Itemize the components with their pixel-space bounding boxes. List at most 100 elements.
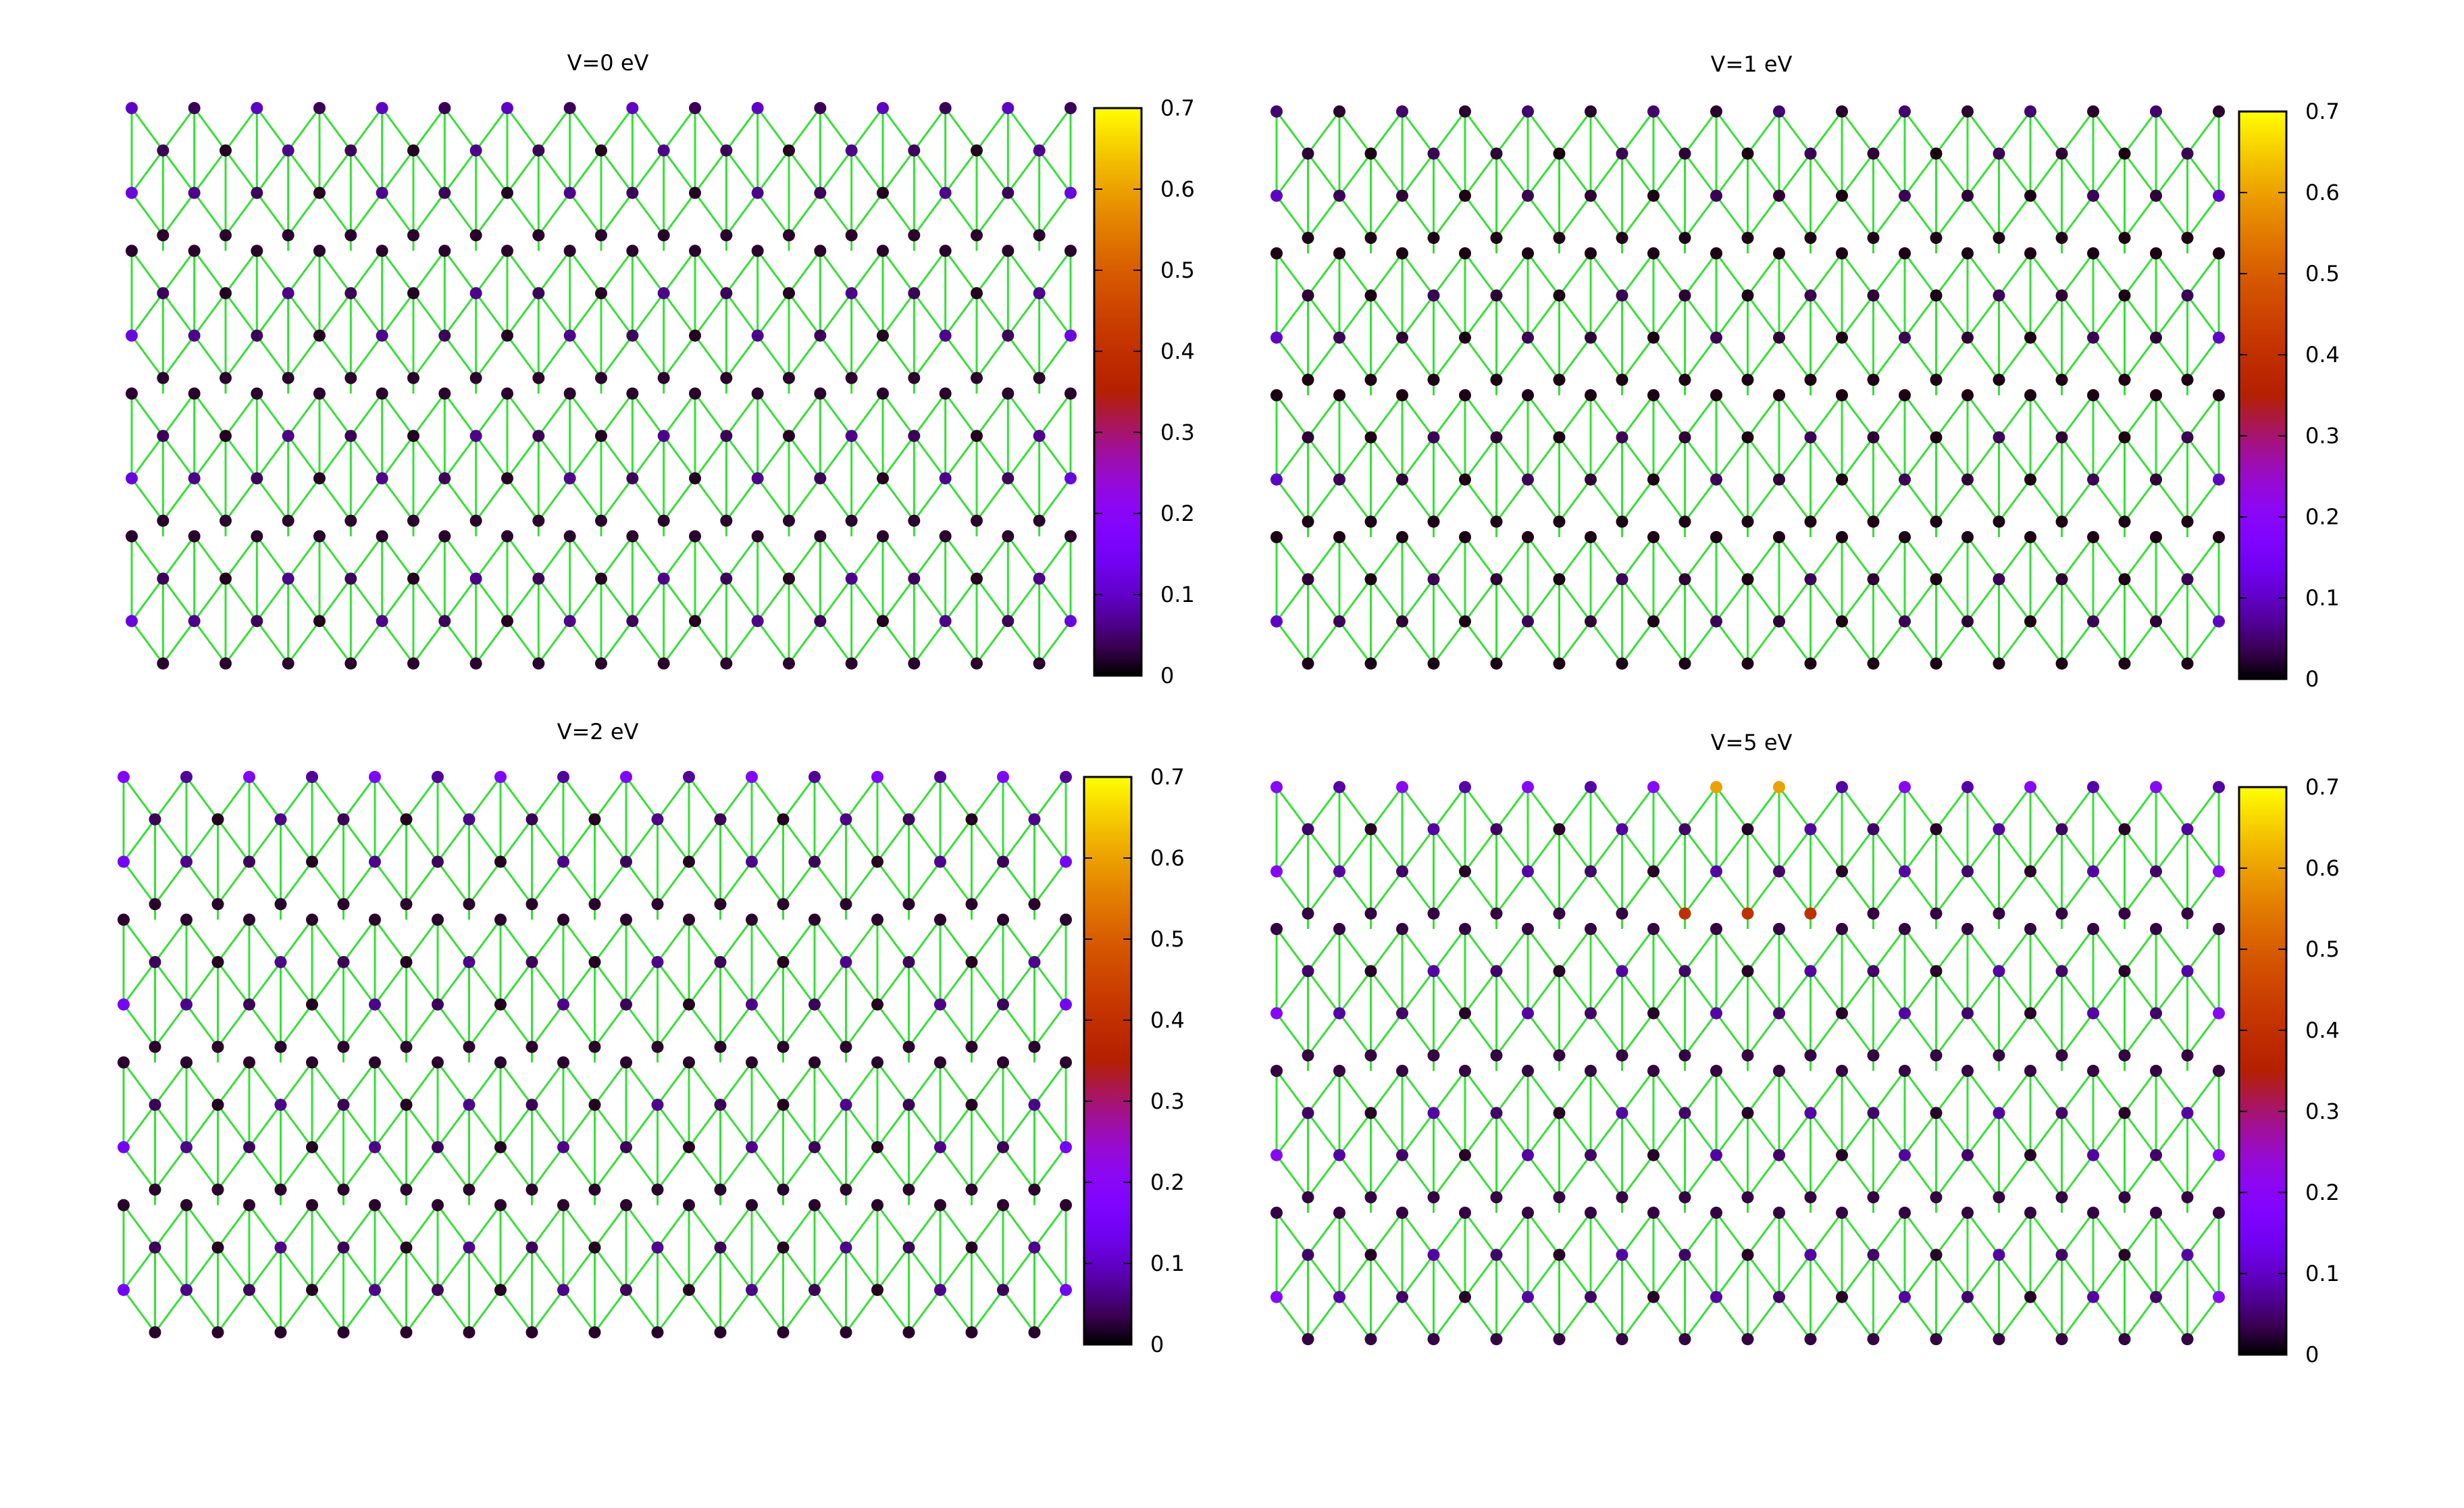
bond: [1935, 1112, 1969, 1156]
site: [1553, 965, 1566, 978]
site: [2087, 389, 2099, 401]
site: [1522, 1290, 1534, 1303]
site: [746, 1199, 758, 1211]
site: [1364, 965, 1377, 978]
bond: [2029, 1296, 2063, 1340]
bond: [1684, 828, 1718, 872]
bond: [499, 776, 533, 820]
bond: [1589, 828, 1623, 872]
site: [494, 1056, 507, 1069]
bond: [845, 1204, 879, 1249]
bond: [1966, 1112, 2000, 1156]
bond: [468, 1247, 502, 1291]
bond: [1841, 1154, 1874, 1199]
bond: [1401, 578, 1435, 622]
bond: [1401, 870, 1435, 915]
bond: [342, 1003, 376, 1048]
bond: [657, 776, 690, 820]
bond: [350, 435, 383, 479]
bond: [1464, 536, 1497, 580]
site: [494, 913, 507, 926]
site: [1678, 431, 1691, 444]
site: [965, 1241, 978, 1254]
site: [1459, 1290, 1471, 1303]
bond: [1966, 1254, 2000, 1298]
bond: [193, 250, 227, 294]
bond: [1652, 153, 1686, 197]
site: [1522, 1065, 1534, 1077]
site: [1616, 1191, 1628, 1204]
site: [1270, 781, 1283, 793]
bond: [1621, 478, 1655, 523]
site: [494, 1140, 507, 1153]
bond: [1747, 536, 1780, 580]
site: [2024, 531, 2036, 543]
site: [376, 387, 388, 400]
bond: [1464, 786, 1497, 830]
bond: [569, 250, 602, 294]
site: [432, 1284, 444, 1297]
bond: [1652, 1212, 1686, 1256]
bond: [1684, 870, 1718, 915]
site: [840, 1241, 852, 1254]
bond: [311, 1147, 344, 1190]
bond: [374, 1289, 407, 1333]
site: [939, 472, 952, 484]
bond: [569, 107, 602, 151]
bond: [1464, 620, 1497, 665]
site: [274, 898, 287, 911]
bond: [1684, 1254, 1718, 1298]
bond: [1872, 1012, 1906, 1057]
bond: [1998, 295, 2032, 338]
bond: [600, 435, 634, 479]
bond: [1998, 253, 2032, 297]
bond: [531, 1003, 565, 1048]
bond: [1401, 395, 1435, 438]
site: [934, 1284, 946, 1297]
bond: [1652, 195, 1686, 239]
site: [1064, 102, 1077, 114]
bond: [625, 1289, 659, 1333]
site: [902, 1040, 915, 1053]
site: [1678, 823, 1691, 836]
bond: [224, 578, 258, 622]
bond: [374, 961, 407, 1005]
bond: [342, 1104, 376, 1148]
site: [1836, 1007, 1848, 1020]
site: [1270, 1007, 1283, 1020]
bond: [2061, 970, 2095, 1014]
bond: [1903, 478, 1937, 523]
bond: [725, 620, 759, 664]
colorbar-gradient: [2238, 110, 2288, 680]
site: [1553, 1107, 1566, 1120]
bond: [468, 1061, 502, 1106]
site: [1741, 431, 1754, 444]
bond: [1652, 970, 1686, 1014]
bond: [224, 334, 258, 379]
bond: [657, 1061, 690, 1106]
bond: [625, 1147, 659, 1190]
site: [1585, 1065, 1597, 1077]
site: [313, 245, 326, 257]
bond: [1033, 1061, 1067, 1106]
bond: [1558, 111, 1592, 155]
bond: [412, 250, 446, 294]
bond: [1841, 928, 1874, 972]
bond: [1370, 970, 1404, 1014]
bond: [224, 293, 258, 336]
site: [532, 144, 545, 157]
bond: [1872, 395, 1906, 438]
bond: [625, 818, 659, 863]
bond: [2124, 1296, 2157, 1340]
site: [1459, 389, 1471, 401]
site: [1522, 1007, 1534, 1020]
bond: [908, 1003, 942, 1048]
site: [1364, 1191, 1377, 1204]
bond: [1433, 436, 1466, 480]
bond: [1903, 1012, 1937, 1057]
site: [369, 771, 381, 783]
bond: [2092, 1212, 2126, 1256]
site: [871, 998, 883, 1011]
bond: [1275, 578, 1309, 622]
bond: [819, 578, 852, 622]
